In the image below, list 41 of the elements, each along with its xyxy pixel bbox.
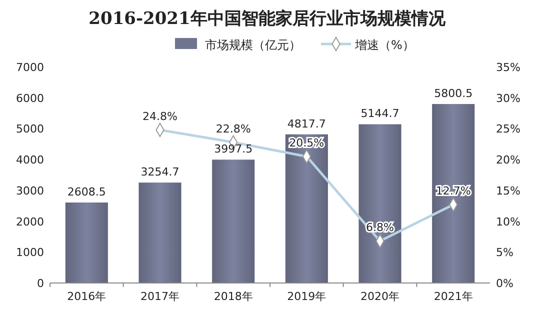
y2-tick-label: 20% bbox=[496, 154, 520, 167]
y2-tick-label: 15% bbox=[496, 184, 520, 198]
y-tick-label: 5000 bbox=[16, 122, 44, 136]
data-label: 22.8% bbox=[216, 122, 251, 136]
x-tick-label: 2020年 bbox=[360, 290, 400, 303]
bar bbox=[65, 202, 108, 283]
data-label: 5144.7 bbox=[360, 107, 400, 120]
bar bbox=[358, 124, 402, 283]
bar bbox=[285, 134, 328, 283]
y-tick-label: 0 bbox=[37, 277, 44, 290]
y-tick-label: 1000 bbox=[16, 246, 44, 260]
x-tick-label: 2018年 bbox=[214, 290, 253, 303]
data-label: 5800.5 bbox=[434, 87, 473, 100]
x-tick-label: 2017年 bbox=[140, 290, 180, 303]
x-tick-label: 2021年 bbox=[434, 290, 473, 303]
y2-tick-label: 35% bbox=[496, 61, 520, 74]
bar bbox=[212, 160, 255, 283]
y2-tick-label: 5% bbox=[496, 246, 514, 260]
data-label: 4817.7 bbox=[287, 117, 326, 130]
data-label: 2608.5 bbox=[67, 186, 106, 199]
y-tick-label: 6000 bbox=[16, 92, 44, 105]
y-tick-label: 4000 bbox=[16, 154, 44, 167]
chart-title: 2016-2021年中国智能家居行业市场规模情况 bbox=[88, 9, 446, 29]
legend-label: 增速（%） bbox=[354, 38, 414, 52]
data-label: 3254.7 bbox=[140, 166, 180, 179]
y2-tick-label: 10% bbox=[496, 215, 520, 228]
y-tick-label: 3000 bbox=[16, 184, 44, 198]
y-tick-label: 2000 bbox=[16, 215, 44, 228]
bar bbox=[432, 104, 475, 283]
y2-tick-label: 30% bbox=[496, 92, 520, 105]
data-label: 24.8% bbox=[142, 110, 178, 123]
y-tick-label: 7000 bbox=[16, 61, 44, 74]
bar bbox=[138, 182, 182, 283]
data-label: 20.5% bbox=[289, 136, 324, 150]
data-label: 12.7% bbox=[436, 184, 471, 198]
data-label: 3997.5 bbox=[214, 142, 253, 156]
y2-tick-label: 25% bbox=[496, 122, 520, 136]
legend-label: 市场规模（亿元） bbox=[205, 38, 301, 52]
x-tick-label: 2016年 bbox=[67, 290, 106, 303]
y2-tick-label: 0% bbox=[496, 277, 514, 290]
x-tick-label: 2019年 bbox=[287, 290, 326, 303]
